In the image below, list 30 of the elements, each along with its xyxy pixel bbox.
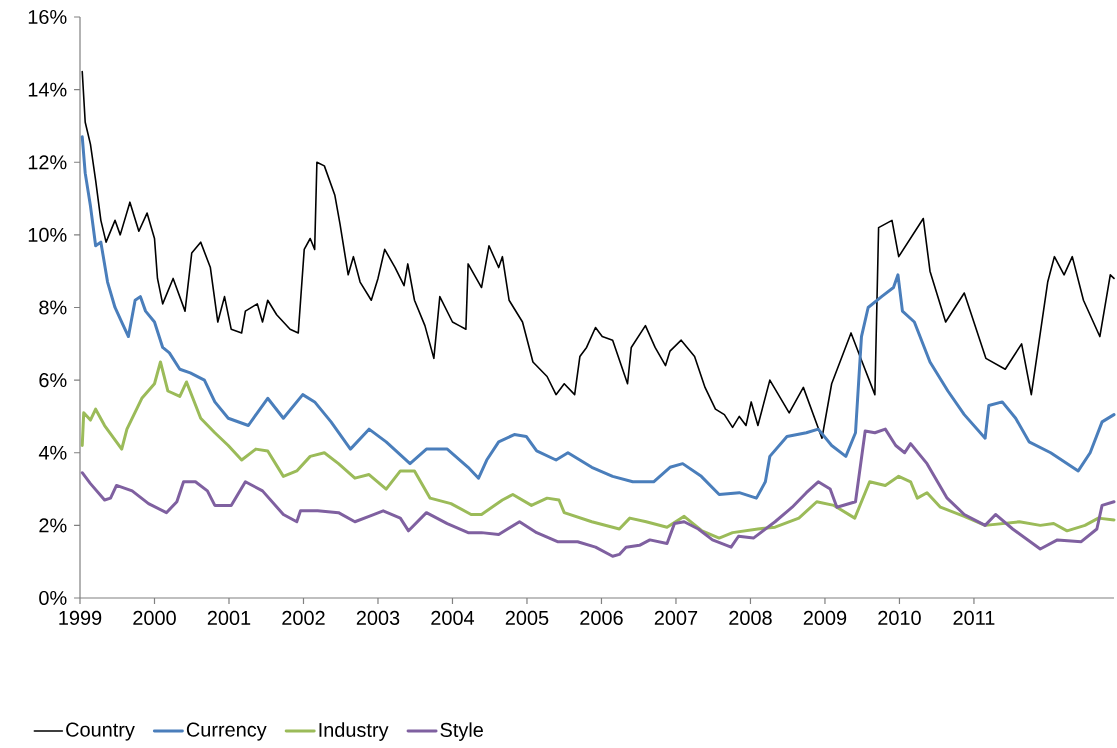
y-tick-label: 14% bbox=[28, 82, 67, 97]
line-series bbox=[80, 360, 1116, 540]
x-tick-label: 2011 bbox=[953, 610, 995, 625]
line-series bbox=[80, 135, 1116, 500]
legend-label: Style bbox=[440, 722, 483, 741]
line-series bbox=[80, 427, 1116, 558]
x-tick-label: 2006 bbox=[580, 610, 623, 625]
y-tick-label: 10% bbox=[28, 227, 67, 242]
x-tick-label: 2004 bbox=[431, 610, 475, 625]
line-series bbox=[81, 70, 1115, 440]
x-tick-label: 2000 bbox=[133, 610, 176, 625]
x-tick-label: 2010 bbox=[878, 610, 921, 625]
x-tick-label: 2008 bbox=[729, 610, 772, 625]
legend-label: Currency bbox=[186, 722, 267, 741]
x-tick-label: 2005 bbox=[505, 610, 549, 625]
x-tick-label: 2001 bbox=[207, 610, 251, 625]
legend-label: Industry bbox=[319, 722, 389, 741]
legend-label: Country bbox=[66, 722, 135, 741]
y-tick-label: 2% bbox=[39, 518, 67, 533]
x-tick-label: 2009 bbox=[803, 610, 847, 625]
x-tick-label: 2003 bbox=[356, 610, 400, 625]
y-tick-label: 8% bbox=[39, 300, 67, 315]
x-tick-label: 2007 bbox=[654, 610, 698, 625]
y-tick-label: 12% bbox=[28, 155, 67, 170]
x-tick-label: 1999 bbox=[59, 610, 102, 625]
y-tick-label: 6% bbox=[39, 373, 67, 388]
y-tick-label: 4% bbox=[38, 445, 67, 460]
y-tick-label: 0% bbox=[39, 590, 67, 606]
x-tick-label: 2002 bbox=[282, 610, 325, 625]
y-tick-label: 16% bbox=[28, 9, 67, 25]
